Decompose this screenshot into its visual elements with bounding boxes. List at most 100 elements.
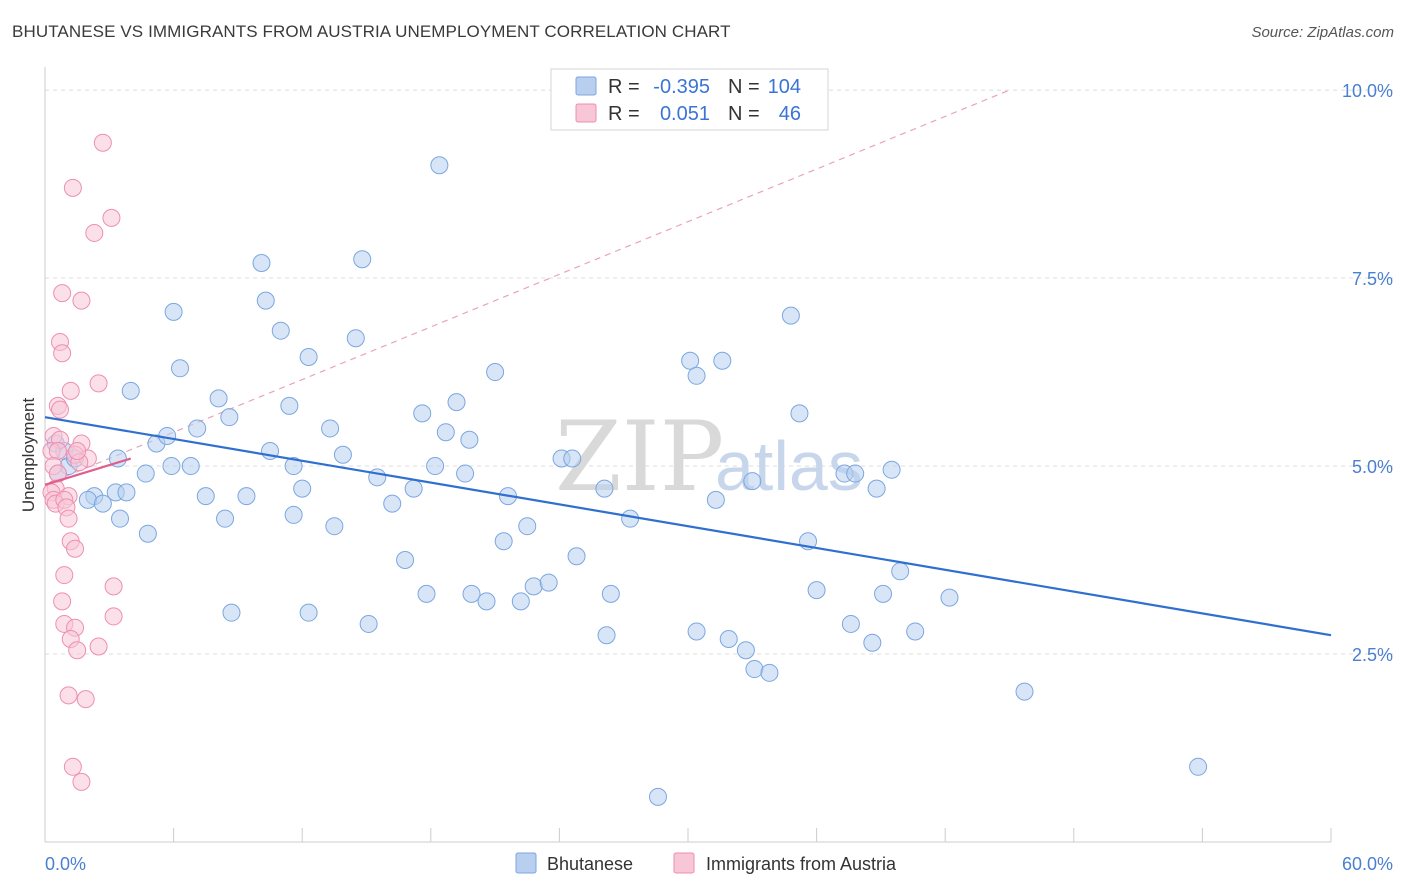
bhutanese-point (111, 509, 130, 528)
legend-r-value-1: -0.395 (653, 76, 710, 98)
bhutanese-point (404, 479, 423, 498)
bhutanese-point (138, 524, 157, 543)
bhutanese-point (181, 457, 200, 476)
chart-title: BHUTANESE VS IMMIGRANTS FROM AUSTRIA UNE… (12, 22, 731, 41)
legend-n-label-2: N = (728, 103, 760, 125)
bottom-legend-swatch-bhutanese (515, 852, 537, 874)
austria-point (104, 607, 123, 626)
bhutanese-point (280, 396, 299, 415)
bhutanese-point (477, 592, 496, 611)
legend-n-label-1: N = (728, 76, 760, 98)
bhutanese-point (781, 306, 800, 325)
bhutanese-point (293, 479, 312, 498)
bhutanese-point (462, 584, 481, 603)
bhutanese-point (216, 509, 235, 528)
austria-point (59, 686, 78, 705)
bhutanese-point (736, 641, 755, 660)
bhutanese-point (436, 423, 455, 442)
austria-point (55, 566, 74, 585)
bhutanese-point (486, 363, 505, 382)
bhutanese-point (299, 348, 318, 367)
austria-point (85, 223, 104, 242)
x-tick-label-min: 0.0% (45, 854, 86, 874)
legend-swatch-bhutanese (575, 76, 597, 96)
y-tick-label: 7.5% (1352, 269, 1393, 289)
bhutanese-point (940, 588, 959, 607)
austria-point (102, 208, 121, 227)
bhutanese-point (681, 351, 700, 370)
austria-point (68, 442, 87, 460)
bhutanese-point (518, 517, 537, 536)
correlation-legend: R = -0.395 N = 104 R = 0.051 N = 46 (550, 68, 829, 131)
y-tick-label: 10.0% (1342, 81, 1393, 101)
bhutanese-point (745, 660, 764, 679)
bhutanese-point (321, 419, 340, 438)
bhutanese-point (567, 547, 586, 566)
bhutanese-point (209, 389, 228, 408)
bhutanese-point (121, 381, 140, 400)
legend-r-value-2: 0.051 (660, 103, 710, 125)
austria-point (104, 577, 123, 596)
bhutanese-point (891, 562, 910, 581)
bhutanese-point (807, 581, 826, 600)
legend-swatch-austria (575, 103, 597, 123)
bhutanese-point (648, 787, 667, 806)
series-legend: Bhutanese Immigrants from Austria (515, 852, 897, 874)
bhutanese-point (867, 479, 886, 498)
y-tick-label: 5.0% (1352, 457, 1393, 477)
bhutanese-point (325, 517, 344, 536)
y-axis-label: Unemployment (19, 398, 38, 513)
bhutanese-point (196, 487, 215, 506)
bhutanese-point (511, 592, 530, 611)
bhutanese-point (687, 622, 706, 641)
bhutanese-point (136, 464, 155, 483)
bhutanese-point (430, 156, 449, 175)
bhutanese-point (863, 633, 882, 652)
source-label: Source: ZipAtlas.com (1251, 24, 1394, 41)
bhutanese-point (456, 464, 475, 483)
bhutanese-point (524, 577, 543, 596)
points-layer (42, 133, 1208, 806)
austria-point (66, 539, 85, 558)
bhutanese-point (237, 487, 256, 506)
bhutanese-point (447, 393, 466, 412)
bhutanese-point (1189, 757, 1208, 776)
watermark-atlas: atlas (715, 427, 863, 505)
austria-point (48, 442, 67, 460)
bhutanese-point (164, 302, 183, 321)
watermark: ZIP atlas (555, 401, 863, 513)
bhutanese-point (299, 603, 318, 622)
austria-point (72, 772, 91, 791)
bhutanese-point (743, 472, 762, 491)
bhutanese-point (171, 359, 190, 378)
bhutanese-point (621, 509, 640, 528)
bhutanese-point (563, 449, 582, 468)
bhutanese-point (222, 603, 241, 622)
austria-point (53, 592, 72, 611)
trend-layer (44, 416, 1332, 637)
bhutanese-point (333, 445, 352, 464)
gridlines (45, 89, 1393, 655)
bhutanese-point (494, 532, 513, 551)
bhutanese-point (284, 505, 303, 524)
austria-point (61, 381, 80, 400)
bottom-legend-label-austria: Immigrants from Austria (706, 854, 897, 874)
bhutanese-point (1015, 682, 1034, 701)
bhutanese-trendline (44, 416, 1332, 637)
legend-n-value-2: 46 (779, 103, 801, 125)
austria-point (53, 284, 72, 303)
bhutanese-point (760, 663, 779, 682)
austria-point (63, 757, 82, 776)
bhutanese-point (271, 321, 290, 340)
bhutanese-point (874, 584, 893, 603)
bhutanese-point (687, 366, 706, 385)
legend-box (550, 68, 829, 131)
bhutanese-point (790, 404, 809, 423)
austria-point (72, 291, 91, 310)
bhutanese-point (396, 551, 415, 570)
bhutanese-point (93, 494, 112, 513)
austria-point (59, 509, 78, 528)
austria-point (76, 690, 95, 709)
austria-point (63, 178, 82, 197)
